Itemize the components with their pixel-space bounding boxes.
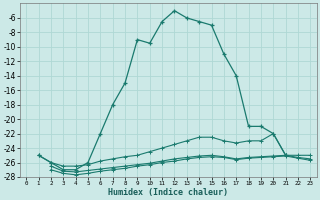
X-axis label: Humidex (Indice chaleur): Humidex (Indice chaleur) bbox=[108, 188, 228, 197]
